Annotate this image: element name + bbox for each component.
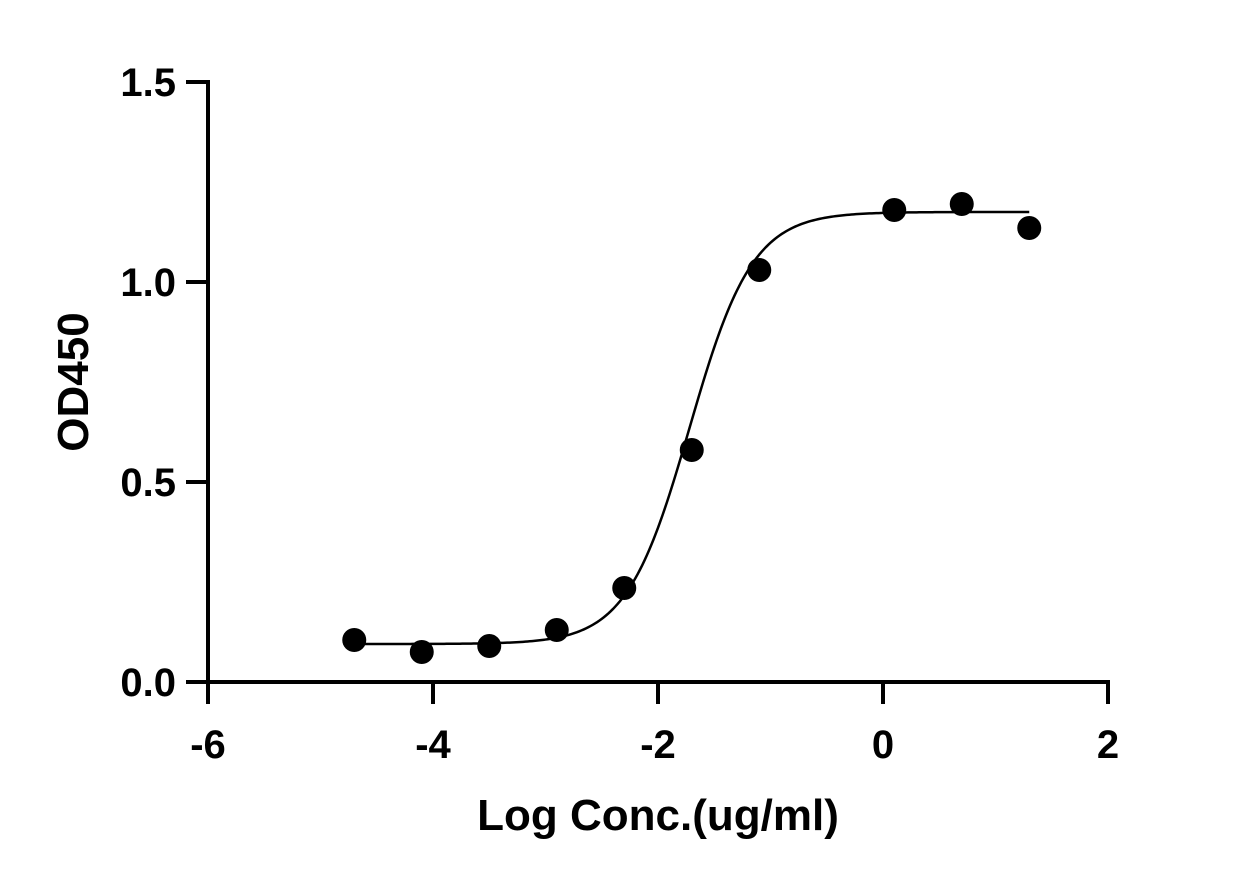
y-tick-label: 1.5 — [120, 61, 176, 105]
y-tick-label: 0.0 — [120, 661, 176, 705]
y-tick-label: 0.5 — [120, 461, 176, 505]
data-point — [477, 634, 502, 658]
data-point — [544, 618, 569, 642]
data-point — [882, 198, 907, 222]
data-point — [949, 192, 974, 216]
data-point — [409, 640, 434, 664]
data-point — [342, 628, 367, 652]
y-tick-label: 1.0 — [120, 261, 176, 305]
x-tick-label: 2 — [1097, 723, 1119, 767]
x-tick-label: -2 — [640, 723, 676, 767]
data-point — [1017, 216, 1042, 240]
data-point — [612, 576, 637, 600]
x-axis-label: Log Conc.(ug/ml) — [477, 791, 839, 840]
x-tick-label: -6 — [190, 723, 226, 767]
x-tick-label: -4 — [415, 723, 451, 767]
data-points-layer — [342, 192, 1042, 664]
data-point — [747, 258, 772, 282]
fit-curve-layer — [354, 210, 1030, 646]
fit-curve — [354, 210, 1030, 646]
x-tick-label: 0 — [872, 723, 894, 767]
data-point — [679, 438, 704, 462]
y-axis-label: OD450 — [49, 312, 98, 451]
axes: -6 -4 -2 0 2 0.0 0.5 1.0 1.5 — [120, 61, 1119, 767]
